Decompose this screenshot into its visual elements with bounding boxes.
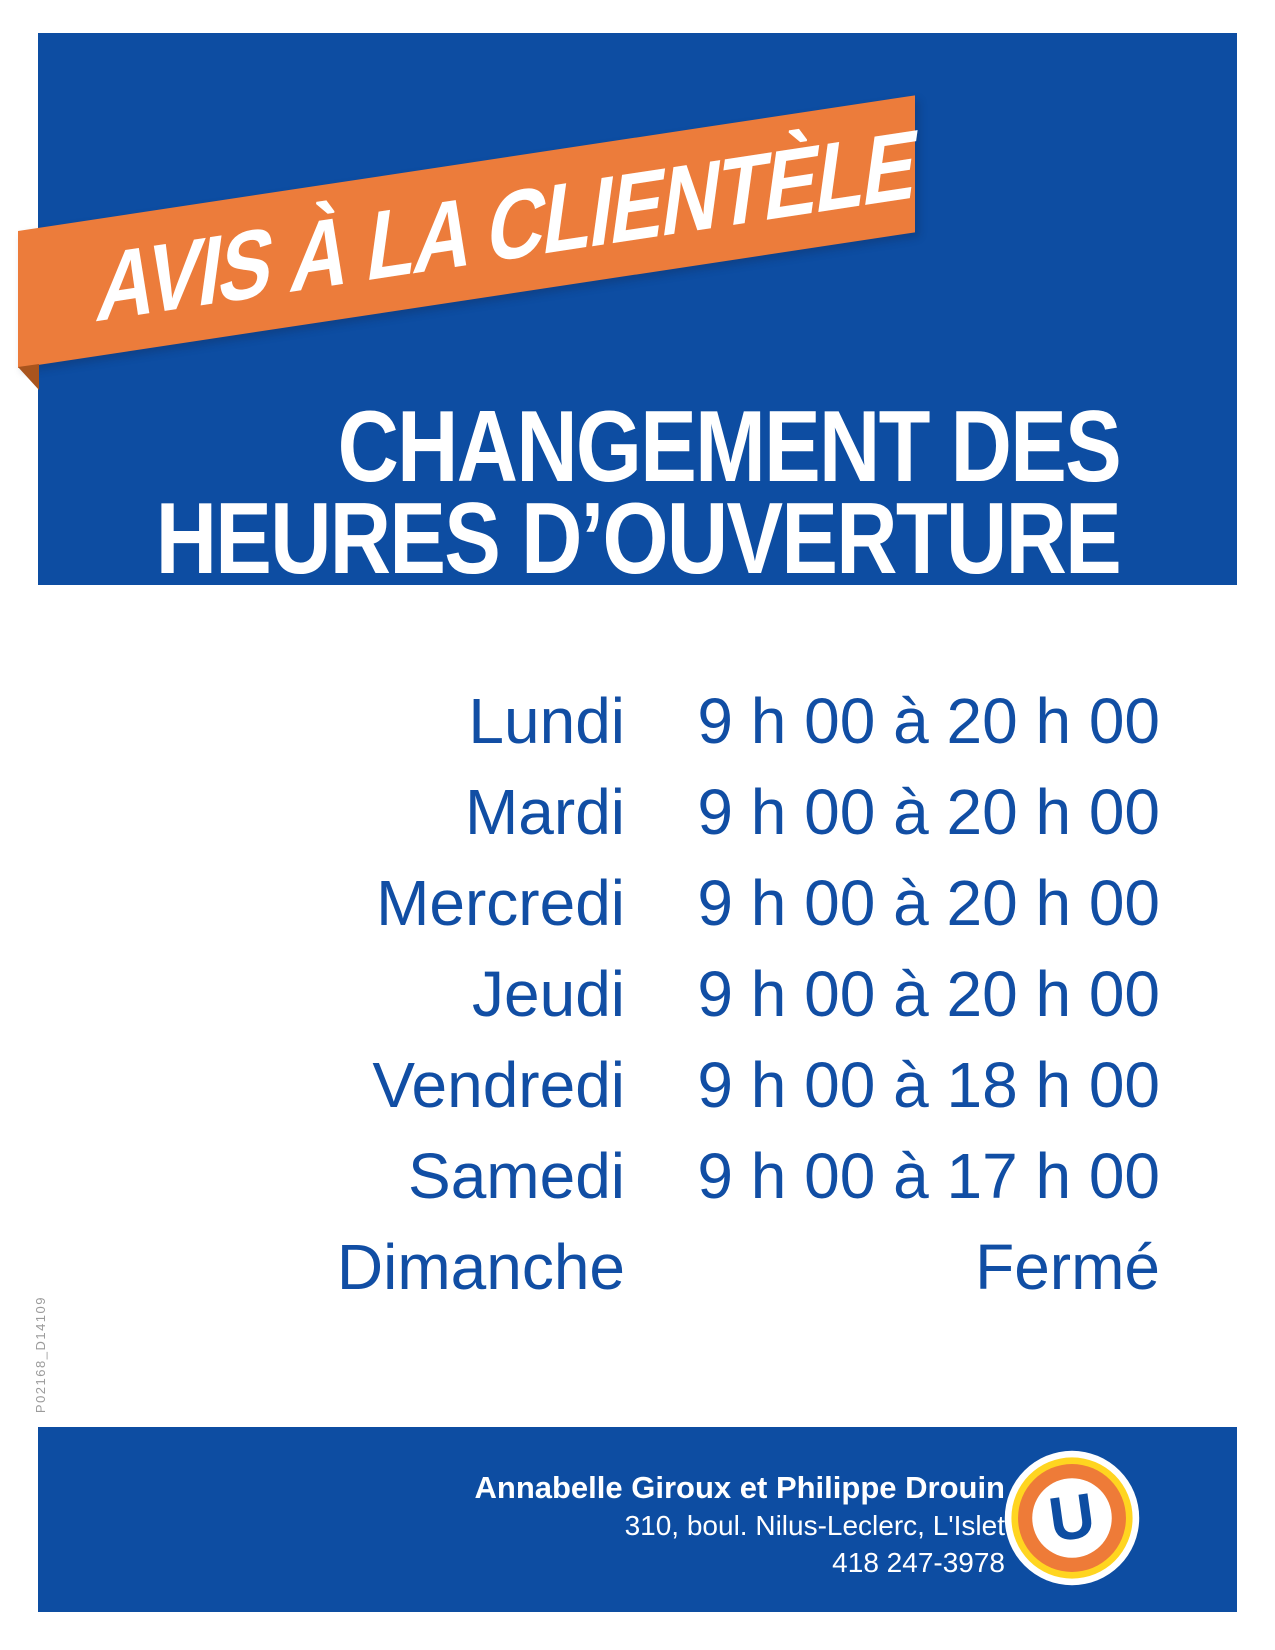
store-owners-name: Annabelle Giroux et Philippe Drouin xyxy=(474,1470,1006,1505)
store-brand-logo-icon: U xyxy=(1004,1450,1140,1586)
footer-bar: Annabelle Giroux et Philippe Drouin 310,… xyxy=(38,1427,1237,1612)
day-label: Dimanche xyxy=(336,1231,625,1303)
store-address: 310, boul. Nilus-Leclerc, L'Islet xyxy=(624,1510,1005,1541)
table-row: Samedi 9 h 00 à 17 h 00 xyxy=(250,1131,1160,1222)
day-label: Mercredi xyxy=(376,867,625,939)
store-contact-block: Annabelle Giroux et Philippe Drouin 310,… xyxy=(475,1469,1006,1581)
logo-letter: U xyxy=(1045,1480,1099,1556)
store-phone: 418 247-3978 xyxy=(832,1547,1005,1578)
table-row: Vendredi 9 h 00 à 18 h 00 xyxy=(250,1040,1160,1131)
hours-value: Fermé xyxy=(975,1231,1160,1303)
hours-value: 9 h 00 à 20 h 00 xyxy=(697,867,1160,939)
day-label: Samedi xyxy=(408,1140,625,1212)
page-title: CHANGEMENT DES HEURES D’OUVERTURE xyxy=(155,391,1122,595)
hours-value: 9 h 00 à 20 h 00 xyxy=(697,958,1160,1030)
table-row: Lundi 9 h 00 à 20 h 00 xyxy=(250,676,1160,767)
hours-value: 9 h 00 à 20 h 00 xyxy=(697,685,1160,757)
page-title-line1: CHANGEMENT DES xyxy=(337,391,1121,503)
day-label: Lundi xyxy=(468,685,625,757)
print-code: P02168_D14109 xyxy=(33,1296,48,1414)
day-label: Vendredi xyxy=(372,1049,625,1121)
hours-value: 9 h 00 à 18 h 00 xyxy=(697,1049,1160,1121)
hours-value: 9 h 00 à 17 h 00 xyxy=(697,1140,1160,1212)
hours-value: 9 h 00 à 20 h 00 xyxy=(697,776,1160,848)
table-row: Jeudi 9 h 00 à 20 h 00 xyxy=(250,949,1160,1040)
opening-hours-table: Lundi 9 h 00 à 20 h 00 Mardi 9 h 00 à 20… xyxy=(250,676,1160,1313)
table-row: Mardi 9 h 00 à 20 h 00 xyxy=(250,767,1160,858)
day-label: Jeudi xyxy=(472,958,625,1030)
table-row: Mercredi 9 h 00 à 20 h 00 xyxy=(250,858,1160,949)
page-title-line2: HEURES D’OUVERTURE xyxy=(155,483,1122,595)
table-row: Dimanche Fermé xyxy=(250,1222,1160,1313)
day-label: Mardi xyxy=(464,776,625,848)
ribbon-fold-triangle xyxy=(18,364,39,390)
